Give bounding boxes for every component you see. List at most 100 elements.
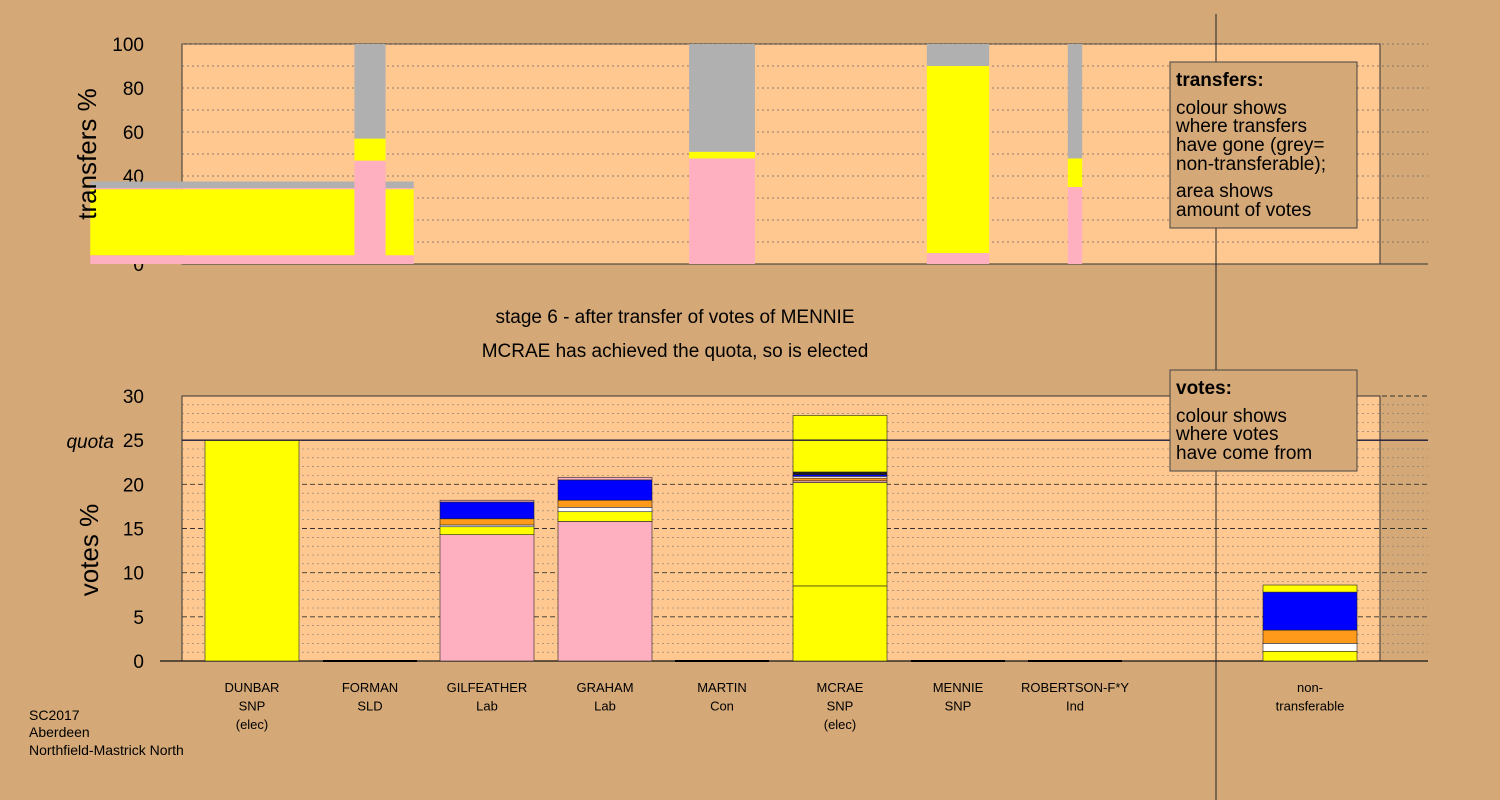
footer-election: SC2017: [29, 707, 80, 723]
candidate-name: GRAHAM: [576, 680, 633, 695]
vote-segment: [439, 534, 535, 662]
vote-segment: [557, 499, 653, 508]
candidate-labels: DUNBARSNP(elec)FORMANSLDGILFEATHERLabGRA…: [225, 680, 1345, 732]
transfer-segment: [689, 44, 755, 152]
vote-segment: [792, 415, 888, 473]
transfers-legend-heading: transfers:: [1176, 70, 1264, 91]
candidate-party: SNP: [827, 699, 854, 714]
candidate-name: FORMAN: [342, 680, 398, 695]
vote-segment: [557, 506, 653, 513]
vote-segment: [439, 526, 535, 535]
y-tick-label: 80: [123, 79, 144, 100]
vote-segment: [439, 499, 535, 503]
candidate-label: MARTIN Con: [697, 680, 747, 714]
vote-bar-graham: [557, 476, 653, 662]
transfer-segment: [354, 138, 386, 161]
transfer-bar-mennie: [926, 44, 990, 264]
transfers-legend-line: colour shows: [1176, 98, 1287, 119]
vote-segment: [439, 501, 535, 520]
transfer-segment: [90, 181, 414, 189]
candidate-label: MCRAE SNP (elec): [817, 680, 864, 732]
y-tick-label: 15: [123, 520, 144, 541]
result-title: MCRAE has achieved the quota, so is elec…: [482, 341, 869, 362]
vote-segment: [1262, 650, 1358, 662]
candidate-label: GRAHAM Lab: [576, 680, 633, 714]
transfer-segment: [926, 253, 990, 264]
vote-bar-dunbar: [204, 439, 300, 662]
vote-segment: [557, 479, 653, 501]
votes-legend-heading: votes:: [1176, 378, 1232, 399]
transfer-bar-forman: [354, 44, 386, 264]
transfers-legend-line: where transfers: [1175, 116, 1307, 137]
transfers-legend: transfers: colour shows where transfers …: [1169, 61, 1358, 229]
votes-y-axis-label: votes %: [74, 504, 104, 597]
candidate-party: Con: [710, 699, 734, 714]
vote-bar-nontransferable: [1262, 584, 1358, 662]
vote-segment: [557, 476, 653, 481]
candidate-status: (elec): [824, 717, 857, 732]
y-tick-label: 100: [112, 35, 144, 56]
transfer-segment: [926, 44, 990, 66]
transfer-segment: [354, 160, 386, 264]
vote-segment: [792, 471, 888, 475]
vote-segment: [792, 585, 888, 662]
transfers-legend-box: [1169, 61, 1358, 229]
y-tick-label: 0: [133, 255, 144, 276]
candidate-party: Lab: [594, 699, 616, 714]
votes-panel: 0 5 10 15 20 25 30 quota votes %: [66, 387, 1428, 673]
transfer-segment: [926, 66, 990, 253]
vote-segment: [1262, 591, 1358, 631]
transfer-segment: [90, 255, 414, 264]
candidate-status: (elec): [236, 717, 269, 732]
stage-title: stage 6 - after transfer of votes of MEN…: [495, 307, 854, 328]
transfers-legend-line: amount of votes: [1176, 200, 1311, 221]
transfer-segment: [354, 44, 386, 139]
votes-bars: [204, 415, 1358, 662]
y-tick-label: 5: [133, 608, 144, 629]
vote-segment: [204, 439, 300, 662]
votes-legend: votes: colour shows where votes have com…: [1169, 369, 1358, 472]
y-tick-label: 0: [133, 652, 144, 673]
vote-segment: [1262, 643, 1358, 652]
transfers-legend-line: non-transferable);: [1176, 154, 1326, 175]
vote-segment: [1262, 629, 1358, 644]
y-tick-label: 25: [123, 431, 144, 452]
candidate-party: SLD: [357, 699, 382, 714]
candidate-label: MENNIE SNP: [933, 680, 984, 714]
transfer-segment: [689, 158, 755, 264]
vote-segment: [1262, 584, 1358, 593]
transfers-legend-line: area shows: [1176, 181, 1273, 202]
votes-legend-line: colour shows: [1176, 406, 1287, 427]
candidate-label: GILFEATHER Lab: [447, 680, 528, 714]
candidate-name: GILFEATHER: [447, 680, 528, 695]
transfer-segment: [90, 188, 414, 190]
votes-legend-line: have come from: [1176, 443, 1312, 464]
candidate-label: ROBERTSON-F*Y Ind: [1021, 680, 1129, 714]
votes-legend-box: [1169, 369, 1358, 472]
y-tick-label: 30: [123, 387, 144, 408]
y-tick-label: 10: [123, 564, 144, 585]
candidate-party: SNP: [239, 699, 266, 714]
transfer-segment: [689, 151, 755, 159]
candidate-label: DUNBAR SNP (elec): [225, 680, 280, 732]
transfer-bar-martin: [689, 44, 755, 264]
candidate-party: SNP: [945, 699, 972, 714]
footer-council: Aberdeen: [29, 724, 90, 740]
candidate-party: transferable: [1276, 699, 1345, 714]
candidate-name: ROBERTSON-F*Y: [1021, 680, 1129, 695]
vote-segment: [792, 477, 888, 482]
transfer-segment: [1067, 44, 1083, 159]
candidate-label: non-transferable: [1276, 680, 1345, 714]
vote-segment: [439, 518, 535, 526]
vote-bar-mcrae: [792, 415, 888, 662]
footer-ward: Northfield-Mastrick North: [29, 742, 184, 758]
candidate-name: DUNBAR: [225, 680, 280, 695]
vote-segment: [557, 521, 653, 662]
quota-label: quota: [66, 432, 114, 453]
candidate-party: Lab: [476, 699, 498, 714]
transfer-bar-robertsonfy: [1067, 44, 1083, 264]
transfers-y-axis-label: transfers %: [72, 88, 102, 220]
votes-y-ticks: 0 5 10 15 20 25 30: [123, 387, 144, 673]
vote-segment: [557, 511, 653, 522]
candidate-name: MCRAE: [817, 680, 864, 695]
